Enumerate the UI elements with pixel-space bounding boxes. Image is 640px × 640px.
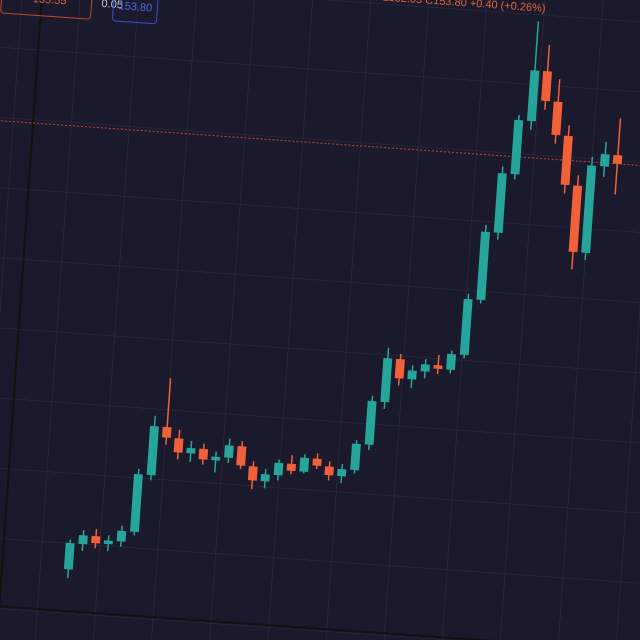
candle-body [211, 456, 221, 461]
candle-body [186, 447, 196, 454]
candle-body [459, 298, 473, 356]
candle-body [446, 353, 457, 371]
candle-body [324, 466, 334, 476]
candle-body [568, 185, 583, 253]
candle-body [116, 530, 127, 542]
candle-body [91, 535, 101, 544]
candle-body [146, 425, 159, 476]
candle-body [407, 370, 417, 380]
candle-body [312, 458, 322, 466]
candle-body [103, 540, 113, 545]
axis-edge [0, 0, 49, 640]
price-line [0, 118, 640, 171]
candle-body [560, 135, 573, 186]
ask-box[interactable] [112, 0, 159, 25]
candle-body [236, 446, 247, 466]
candle-body [78, 534, 88, 545]
candle-body [420, 364, 430, 372]
bid-price: 153.55 [32, 0, 66, 7]
candle-body [162, 426, 172, 438]
candle-body [599, 153, 610, 167]
candle-body [493, 173, 507, 234]
candle-body [581, 165, 597, 254]
spread: 0.05 [101, 0, 123, 11]
candle-body [299, 457, 310, 473]
candle-body [551, 101, 563, 136]
price-box [0, 0, 93, 20]
axis-edge [0, 601, 640, 640]
candle-body [433, 365, 443, 370]
candle-body [198, 448, 209, 460]
candle-body [273, 462, 284, 476]
candle-body [380, 358, 393, 403]
candle-wick [436, 354, 440, 375]
ask-price: 153.80 [118, 0, 152, 14]
candle-body [476, 231, 490, 301]
candle-body [350, 443, 361, 471]
candle-body [612, 154, 623, 165]
candle-body [224, 445, 234, 459]
candle-body [286, 463, 296, 472]
candle-body [526, 70, 540, 122]
candle-body [63, 542, 75, 570]
candle-body [173, 438, 184, 453]
candle-body [337, 468, 347, 477]
candle-body [247, 466, 258, 481]
candle-body [510, 119, 524, 175]
candle-body [260, 474, 270, 482]
candle-body [130, 473, 143, 533]
candle-wick [214, 451, 217, 473]
candle-body [541, 70, 552, 102]
candle-body [394, 358, 405, 379]
candle-body [364, 400, 377, 446]
